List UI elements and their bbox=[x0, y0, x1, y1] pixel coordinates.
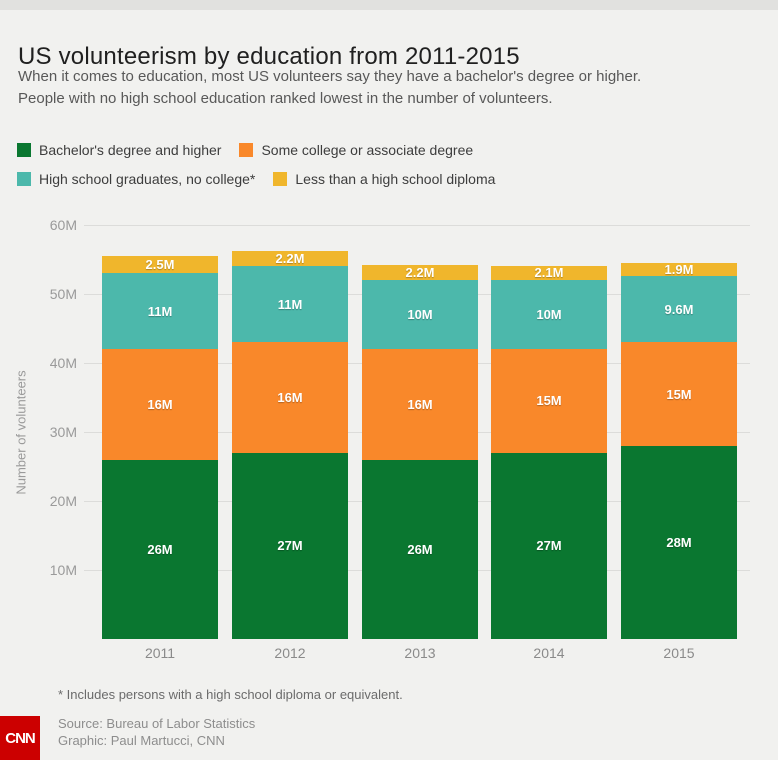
bar-value-label: 11M bbox=[277, 296, 303, 312]
bar-value-label: 16M bbox=[407, 396, 433, 412]
bar-segment-2013-green: 26M bbox=[362, 459, 478, 639]
cnn-logo-text: CNN bbox=[5, 729, 35, 747]
bar-segment-2012-yellow: 2.2M bbox=[232, 251, 348, 267]
bar-value-label: 27M bbox=[536, 538, 562, 554]
bar-value-label: 15M bbox=[536, 393, 562, 409]
source-credit: Source: Bureau of Labor Statistics Graph… bbox=[58, 715, 255, 749]
bar-value-label: 27M bbox=[277, 538, 303, 554]
bar-value-label: 11M bbox=[147, 303, 173, 319]
bar-segment-2015-yellow: 1.9M bbox=[621, 262, 737, 277]
subtitle-line-2: People with no high school education ran… bbox=[18, 90, 553, 107]
bar-value-label: 2.5M bbox=[145, 257, 175, 273]
legend-label: Less than a high school diploma bbox=[295, 171, 496, 187]
bar-segment-2014-yellow: 2.1M bbox=[491, 265, 607, 281]
subtitle-line-1: When it comes to education, most US volu… bbox=[18, 68, 642, 85]
bar-segment-2011-yellow: 2.5M bbox=[102, 256, 218, 274]
legend-item-yellow: Less than a high school diploma bbox=[273, 171, 495, 187]
bar-value-label: 15M bbox=[666, 386, 692, 402]
bar-value-label: 10M bbox=[536, 307, 562, 323]
legend-swatch-yellow bbox=[273, 172, 288, 186]
bar-segment-2015-green: 28M bbox=[621, 445, 737, 639]
y-tick-label-60M: 60M bbox=[49, 217, 77, 233]
x-axis-label-2015: 2015 bbox=[663, 645, 695, 661]
source-line-1: Source: Bureau of Labor Statistics bbox=[58, 716, 256, 731]
x-axis-label-2014: 2014 bbox=[533, 645, 565, 661]
legend-swatch-orange bbox=[239, 143, 254, 157]
bar-segment-2011-teal: 11M bbox=[102, 273, 218, 350]
y-tick-label-40M: 40M bbox=[49, 355, 77, 371]
bar-segment-2014-green: 27M bbox=[491, 452, 607, 639]
legend-row-1: Bachelor's degree and higher Some college… bbox=[17, 142, 495, 158]
legend-item-green: Bachelor's degree and higher bbox=[17, 142, 221, 158]
y-tick-label-10M: 10M bbox=[49, 562, 77, 578]
bar-value-label: 1.9M bbox=[664, 262, 694, 277]
bar-segment-2015-orange: 15M bbox=[621, 342, 737, 446]
bar-segment-2013-teal: 10M bbox=[362, 280, 478, 350]
bar-value-label: 2.2M bbox=[275, 251, 305, 267]
bar-segment-2012-green: 27M bbox=[232, 452, 348, 639]
gridline-60M bbox=[84, 225, 750, 226]
legend-label: Some college or associate degree bbox=[261, 142, 474, 158]
legend-swatch-teal bbox=[17, 172, 31, 186]
bar-value-label: 26M bbox=[407, 541, 433, 557]
bar-value-label: 16M bbox=[147, 396, 173, 412]
x-axis-label-2012: 2012 bbox=[274, 645, 306, 661]
bar-segment-2014-orange: 15M bbox=[491, 349, 607, 453]
cnn-logo: CNN bbox=[0, 716, 40, 760]
y-tick-label-20M: 20M bbox=[49, 493, 77, 509]
x-axis-label-2011: 2011 bbox=[144, 645, 176, 661]
bar-segment-2014-teal: 10M bbox=[491, 280, 607, 350]
chart-footnote: * Includes persons with a high school di… bbox=[58, 687, 403, 702]
source-line-2: Graphic: Paul Martucci, CNN bbox=[58, 733, 225, 748]
bar-segment-2012-orange: 16M bbox=[232, 342, 348, 453]
legend-item-orange: Some college or associate degree bbox=[239, 142, 473, 158]
bar-value-label: 28M bbox=[666, 534, 692, 550]
x-axis-label-2013: 2013 bbox=[404, 645, 436, 661]
bar-segment-2013-orange: 16M bbox=[362, 349, 478, 460]
y-tick-label-50M: 50M bbox=[49, 286, 77, 302]
bar-segment-2013-yellow: 2.2M bbox=[362, 265, 478, 281]
bar-value-label: 16M bbox=[277, 389, 303, 405]
bar-segment-2015-teal: 9.6M bbox=[621, 276, 737, 343]
bar-segment-2012-teal: 11M bbox=[232, 266, 348, 343]
page-title: US volunteerism by education from 2011-2… bbox=[18, 43, 520, 71]
bar-value-label: 9.6M bbox=[664, 301, 694, 317]
y-axis-title: Number of volunteers bbox=[13, 370, 29, 495]
bar-value-label: 2.2M bbox=[405, 265, 435, 281]
legend-row-2: High school graduates, no college* Less t… bbox=[17, 171, 495, 187]
legend-item-teal: High school graduates, no college* bbox=[17, 171, 255, 187]
chart-legend: Bachelor's degree and higher Some college… bbox=[17, 142, 495, 187]
legend-label: Bachelor's degree and higher bbox=[39, 142, 222, 158]
top-strip bbox=[0, 0, 778, 10]
bar-value-label: 26M bbox=[147, 541, 173, 557]
bar-segment-2011-orange: 16M bbox=[102, 349, 218, 460]
legend-swatch-green bbox=[17, 143, 31, 157]
bar-value-label: 2.1M bbox=[534, 265, 564, 281]
page-subtitle: When it comes to education, most US volu… bbox=[18, 66, 738, 110]
legend-label: High school graduates, no college* bbox=[39, 171, 256, 187]
y-tick-label-30M: 30M bbox=[49, 424, 77, 440]
bar-value-label: 10M bbox=[407, 307, 433, 323]
bar-segment-2011-green: 26M bbox=[102, 459, 218, 639]
